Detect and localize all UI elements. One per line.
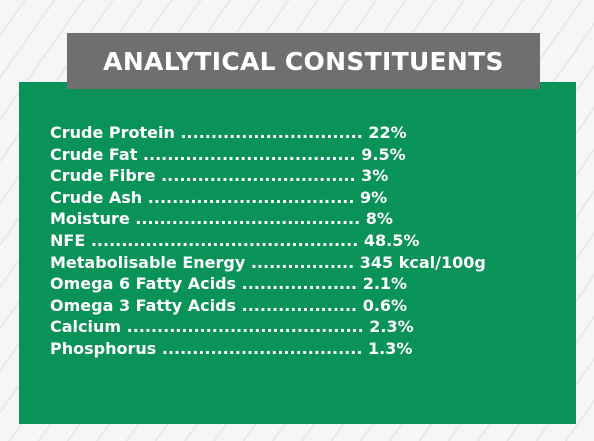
constituent-value: 2.3% xyxy=(369,317,414,337)
constituent-label: NFE xyxy=(50,230,86,250)
constituent-label: Crude Protein xyxy=(50,123,175,142)
constituents-panel xyxy=(19,82,576,424)
constituent-value: 345 kcal/100g xyxy=(359,252,486,272)
constituent-label: Crude Ash xyxy=(50,187,143,207)
leader-dots: ................... xyxy=(241,295,358,315)
constituent-value: 9.5% xyxy=(361,144,406,164)
constituent-label: Omega 6 Fatty Acids xyxy=(50,274,237,294)
leader-dots: .................................. xyxy=(147,187,355,207)
constituent-omega-3: Omega 3 Fatty Acids ................... … xyxy=(50,295,486,317)
leader-dots: ........................................… xyxy=(90,230,359,250)
constituent-metabolisable-energy: Metabolisable Energy ................. 3… xyxy=(50,252,486,274)
constituent-crude-ash: Crude Ash ..............................… xyxy=(50,187,486,209)
title-banner: ANALYTICAL CONSTITUENTS xyxy=(67,33,540,89)
page-title: ANALYTICAL CONSTITUENTS xyxy=(103,46,504,76)
constituent-omega-6: Omega 6 Fatty Acids ................... … xyxy=(50,273,486,295)
leader-dots: ................... xyxy=(241,274,358,294)
constituent-label: Omega 3 Fatty Acids xyxy=(50,295,237,315)
constituent-value: 9% xyxy=(360,187,388,207)
constituent-label: Moisture xyxy=(50,209,130,229)
leader-dots: ................................. xyxy=(161,338,363,358)
constituent-calcium: Calcium ................................… xyxy=(50,316,486,338)
constituent-nfe: NFE ....................................… xyxy=(50,230,486,252)
constituent-value: 0.6% xyxy=(362,295,408,315)
constituent-moisture: Moisture ...............................… xyxy=(50,208,486,230)
leader-dots: ....................................... xyxy=(126,317,364,337)
constituent-value: 3% xyxy=(361,166,389,186)
constituent-value: 22% xyxy=(368,123,407,142)
leader-dots: .............................. xyxy=(180,123,363,142)
leader-dots: ................................... xyxy=(142,144,356,164)
constituent-value: 2.1% xyxy=(362,274,408,294)
constituent-phosphorus: Phosphorus .............................… xyxy=(50,338,486,360)
constituent-label: Crude Fibre xyxy=(50,166,156,186)
constituent-label: Calcium xyxy=(50,317,122,337)
constituent-value: 48.5% xyxy=(363,230,420,250)
leader-dots: ..................................... xyxy=(135,209,361,229)
constituent-label: Metabolisable Energy xyxy=(50,252,246,272)
constituent-value: 8% xyxy=(365,209,393,229)
leader-dots: ................. xyxy=(250,252,355,272)
constituent-crude-fibre: Crude Fibre ............................… xyxy=(50,165,486,187)
leader-dots: ................................ xyxy=(161,166,356,186)
constituents-list: Crude Protein ..........................… xyxy=(50,122,486,360)
constituent-crude-protein: Crude Protein ..........................… xyxy=(50,122,486,144)
constituent-label: Phosphorus xyxy=(50,338,157,358)
constituent-label: Crude Fat xyxy=(50,144,138,164)
constituent-value: 1.3% xyxy=(368,338,413,358)
constituent-crude-fat: Crude Fat ..............................… xyxy=(50,144,486,166)
